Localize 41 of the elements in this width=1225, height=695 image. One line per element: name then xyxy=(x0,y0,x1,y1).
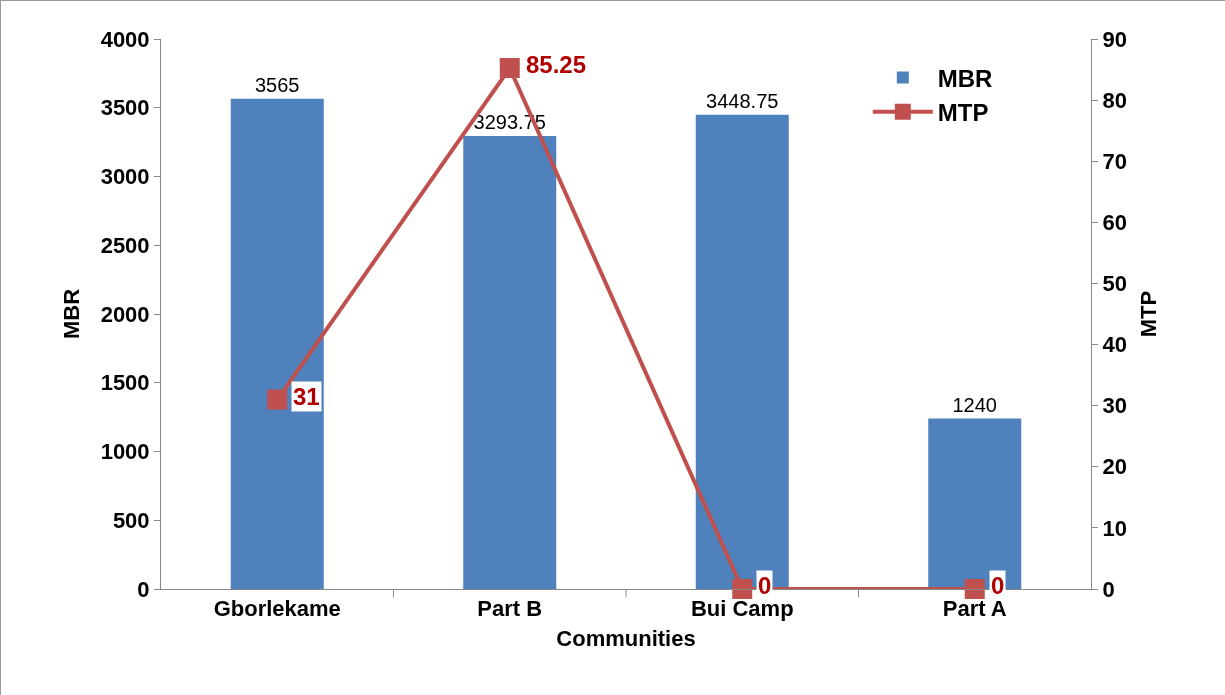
point xyxy=(499,58,520,79)
data-label: 0 xyxy=(991,572,1005,599)
y2-tick-label: 20 xyxy=(1102,454,1127,480)
x-tick-label: Part A xyxy=(942,596,1007,622)
y-tick-label: 3500 xyxy=(100,95,150,121)
y-tick-label: 3000 xyxy=(100,164,150,190)
y2-tick-label: 70 xyxy=(1102,148,1127,174)
point xyxy=(267,389,288,410)
y2-tick-label: 60 xyxy=(1102,210,1127,236)
x-axis-title: Communities xyxy=(556,626,696,652)
y-tick-label: 2500 xyxy=(100,232,150,258)
y-tick-label: 1500 xyxy=(100,370,150,396)
y-axis-title: MBR xyxy=(59,288,85,340)
y2-tick-label: 10 xyxy=(1102,515,1127,541)
y2-tick-label: 80 xyxy=(1102,87,1127,113)
data-label: 1240 xyxy=(952,393,997,416)
data-label: 3448.75 xyxy=(706,89,779,112)
y2-tick-label: 50 xyxy=(1102,271,1127,297)
legend-label: MTP xyxy=(937,99,989,127)
x-tick-label: Part B xyxy=(477,596,543,622)
bar xyxy=(230,98,324,589)
x-tick-label: Bui Camp xyxy=(690,596,794,622)
point xyxy=(964,579,985,599)
legend-label: MBR xyxy=(937,64,993,92)
bar xyxy=(463,136,557,589)
y-tick-label: 0 xyxy=(137,576,150,602)
x-tick-label: Gborlekame xyxy=(213,596,341,622)
y-tick-label: 4000 xyxy=(100,26,150,52)
y2-tick-label: 90 xyxy=(1102,26,1127,52)
data-label: 85.25 xyxy=(526,51,587,78)
data-label: 3565 xyxy=(255,73,300,96)
data-label: 31 xyxy=(293,383,320,410)
y-tick-label: 2000 xyxy=(100,301,150,327)
y2-tick-label: 0 xyxy=(1102,576,1115,602)
data-label: 0 xyxy=(758,572,772,599)
y2-tick-label: 30 xyxy=(1102,393,1127,419)
y-tick-label: 500 xyxy=(112,507,150,533)
y-tick-label: 1000 xyxy=(100,439,150,465)
point xyxy=(732,579,753,599)
y2-tick-label: 40 xyxy=(1102,332,1127,358)
y2-axis-title: MTP xyxy=(1135,290,1161,338)
